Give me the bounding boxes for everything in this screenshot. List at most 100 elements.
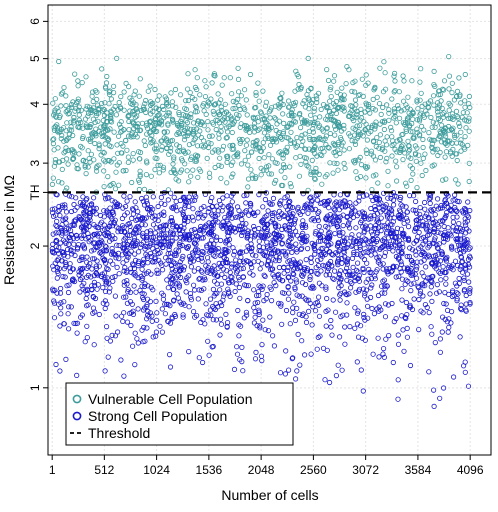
data-point [163,222,169,228]
data-point [91,206,97,212]
data-point [114,224,120,230]
data-point [201,204,207,210]
data-point [66,193,73,199]
data-point [87,217,93,223]
data-point [280,278,286,284]
data-point [269,210,275,216]
data-point [395,396,401,402]
data-point [132,330,138,336]
data-point [173,235,179,241]
data-point [376,354,382,360]
data-point [57,240,64,246]
data-point [356,194,362,200]
data-point [220,195,226,201]
data-point [129,215,135,221]
data-point [226,289,232,295]
data-point [262,196,268,203]
data-point [83,295,89,302]
data-point [380,351,386,357]
data-point [198,205,204,211]
data-point [459,258,465,265]
data-point [291,299,297,305]
data-point [159,239,165,245]
data-point [249,264,255,271]
data-point [323,272,329,278]
data-point [150,222,157,228]
data-point [409,258,415,264]
data-point [315,294,322,300]
data-point [112,333,119,339]
data-point [279,241,285,247]
data-point [462,216,468,222]
data-point [434,281,440,288]
data-point [101,214,107,220]
data-point [374,255,380,261]
data-point [173,281,179,287]
data-point [367,223,374,229]
data-point [361,293,368,299]
data-point [195,210,201,216]
data-point [461,275,467,281]
data-point [412,198,419,205]
data-point [180,314,186,320]
data-point [178,265,185,271]
data-point [326,271,333,278]
data-point [293,279,300,285]
data-point [137,244,143,250]
data-point [299,338,305,344]
data-point [422,301,428,308]
data-point [346,225,353,231]
data-point [432,252,439,258]
data-point [401,265,407,271]
data-point [458,232,464,238]
data-point [129,243,135,249]
data-point [340,212,346,218]
data-point [436,289,442,295]
data-point [350,264,356,270]
data-point [380,261,386,267]
data-point [461,242,467,248]
data-point [62,239,68,245]
data-point [215,273,221,279]
data-point [77,276,84,283]
data-point [410,207,416,213]
data-point [210,286,216,292]
data-point [453,227,459,234]
data-point [294,249,300,255]
data-point [58,311,64,317]
data-point [149,237,155,243]
data-point [315,210,321,216]
data-point [115,229,121,235]
data-point [162,311,168,317]
data-point [430,273,436,279]
data-point [147,228,153,234]
data-point [124,198,130,204]
data-point [323,308,329,314]
data-point [420,293,426,299]
data-point [130,261,136,267]
data-point [269,266,276,272]
data-point [331,276,337,282]
data-point [322,202,328,208]
data-point [342,203,349,209]
data-point [307,300,313,306]
data-point [56,203,62,210]
data-point [429,331,435,337]
data-point [112,273,118,280]
data-point [183,289,189,295]
data-point [193,194,199,200]
data-point [142,246,148,252]
data-point [317,231,323,237]
data-point [251,223,257,230]
x-tick-label: 1024 [143,463,170,477]
data-point [352,305,358,311]
data-point [207,296,214,302]
data-point [426,309,432,316]
data-point [67,234,73,240]
data-point [334,221,340,227]
data-point [420,241,426,247]
data-point [102,226,108,232]
data-point [132,199,138,205]
data-point [447,231,453,237]
data-point [363,287,369,293]
